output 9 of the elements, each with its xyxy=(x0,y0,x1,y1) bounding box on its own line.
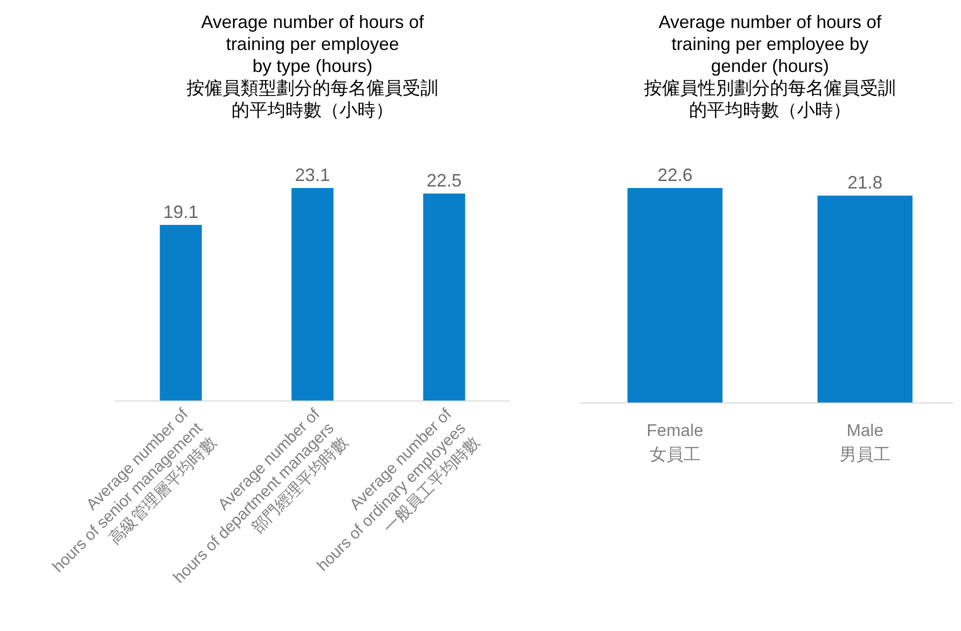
chart-title: Average number of hours of training per employee by type (hours) 按僱員類型劃分的每名僱員受訓的平均時數（小時） xyxy=(186,12,438,120)
x-tick-label: Male 男員工 xyxy=(840,421,890,464)
data-label: 22.6 xyxy=(657,165,693,185)
data-label: 19.1 xyxy=(163,202,198,222)
data-label: 21.8 xyxy=(847,172,883,193)
data-label: 22.5 xyxy=(426,170,462,191)
x-tick-label: Female 女員工 xyxy=(646,421,704,464)
chart-title: Average number of hours of training per employee by gender (hours) 按僱員性別劃分的每名僱員受訓的平均時數（小時） xyxy=(644,12,896,120)
data-label: 23.1 xyxy=(294,165,330,185)
